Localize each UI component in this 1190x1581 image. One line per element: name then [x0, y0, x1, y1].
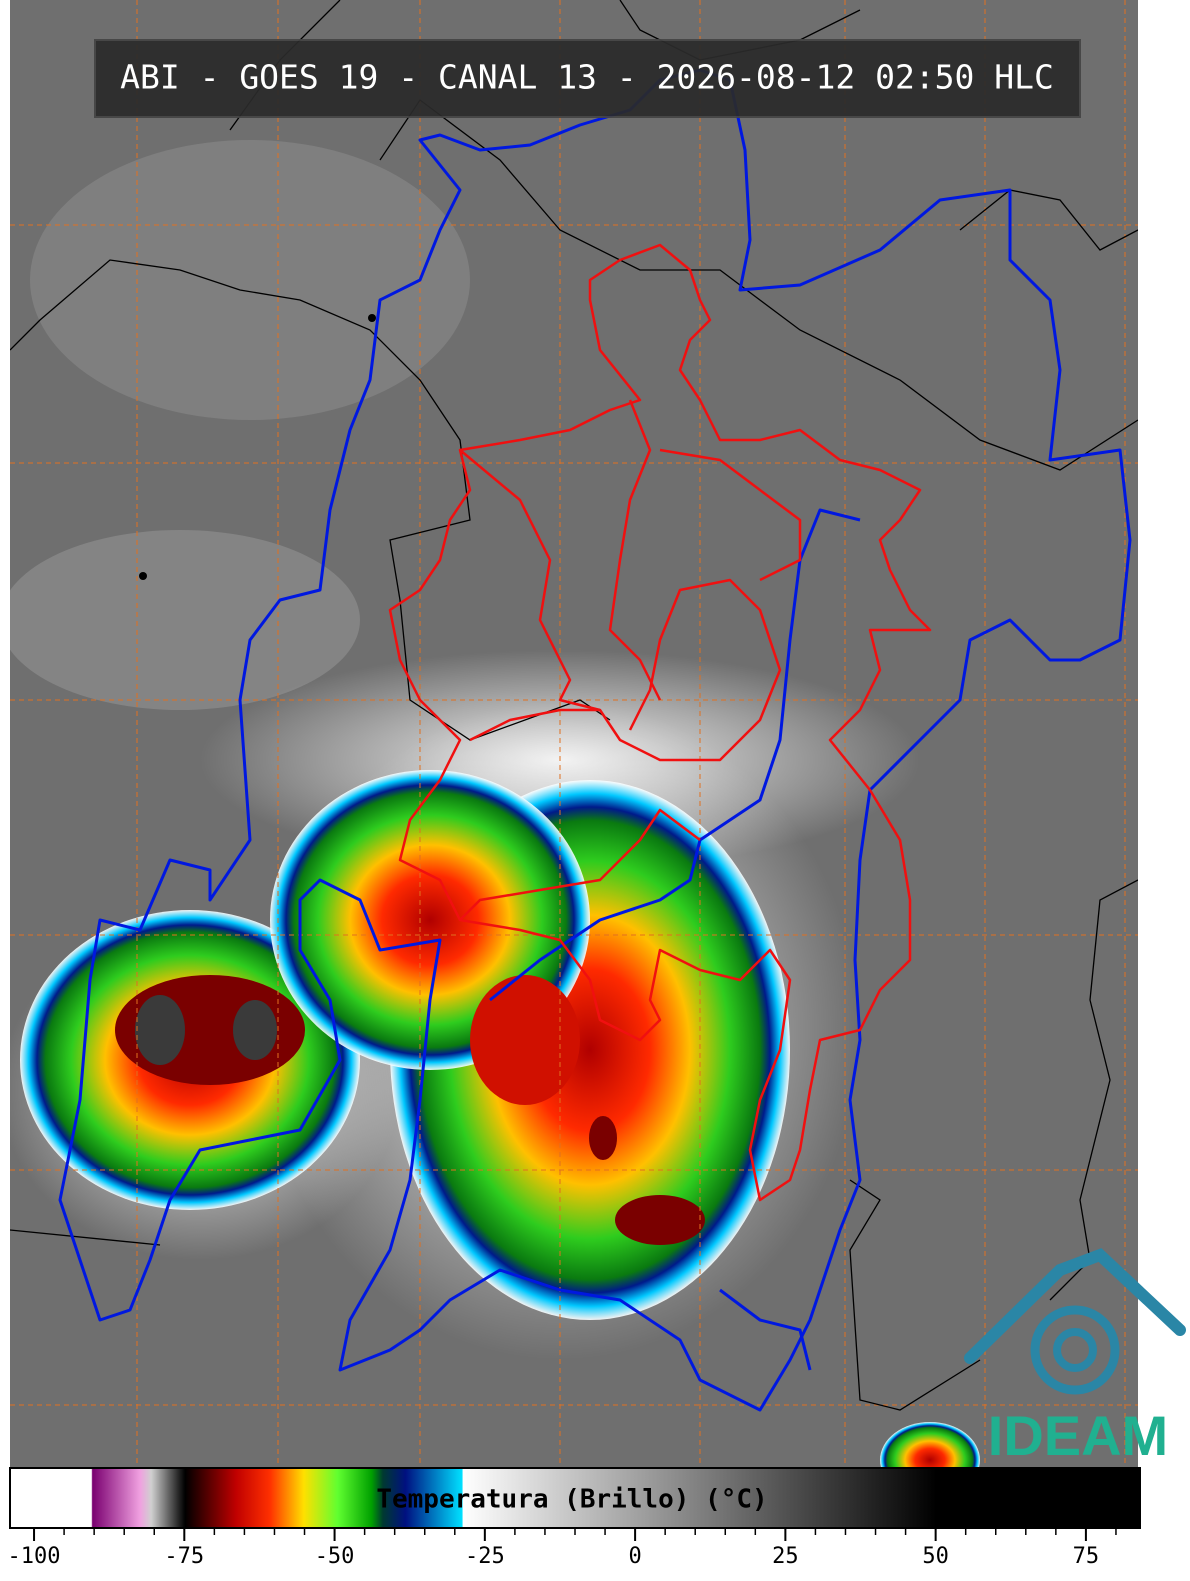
colorbar-label: Temperatura (Brillo) (°C) — [376, 1485, 767, 1515]
tick-label: -50 — [315, 1544, 355, 1569]
title-box — [94, 39, 1081, 118]
tick-label: -75 — [164, 1544, 204, 1569]
logo-text: IDEAM — [988, 1404, 1168, 1467]
colorbar — [9, 1467, 1141, 1529]
tick-label: 50 — [922, 1544, 949, 1569]
tick-label: -25 — [465, 1544, 505, 1569]
tick-label: -100 — [8, 1544, 61, 1569]
tick-label: 75 — [1073, 1544, 1100, 1569]
satellite-map — [10, 0, 1138, 1468]
title: ABI - GOES 19 - CANAL 13 - 2026-08-12 02… — [120, 58, 1054, 97]
logo: IDEAM — [964, 1248, 1186, 1467]
tick-label: 25 — [772, 1544, 799, 1569]
colorbar-axis: -100 -75 -50 -25 0 25 50 75 — [8, 1528, 1117, 1569]
tick-label: 0 — [628, 1544, 641, 1569]
